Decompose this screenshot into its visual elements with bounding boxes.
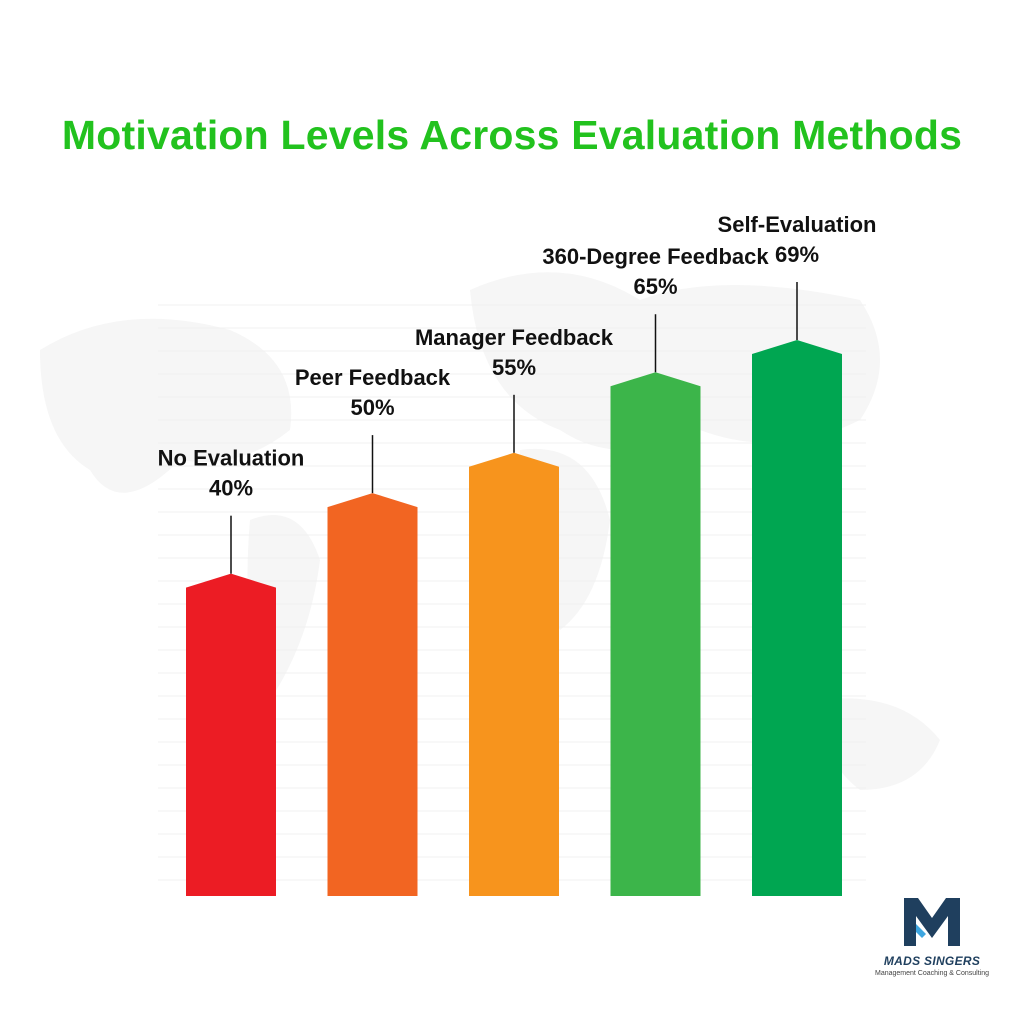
brand-tagline: Management Coaching & Consulting [874,970,989,977]
brand-name: MADS SINGERS [883,954,981,968]
category-label: No Evaluation [158,446,305,471]
bar-4 [610,372,701,896]
category-label: Peer Feedback [295,365,451,390]
bar-5 [752,340,842,896]
bars [186,340,842,896]
brand-logo: MADS SINGERS Management Coaching & Consu… [868,896,996,977]
value-label: 40% [209,476,253,501]
bar-1 [186,573,276,896]
world-map-backdrop [40,272,940,790]
bar-2 [327,493,418,896]
category-label: Manager Feedback [415,325,614,350]
value-label: 65% [633,274,677,299]
category-label: Self-Evaluation [718,212,877,237]
map-continent-4 [820,698,940,790]
value-label: 69% [775,242,819,267]
value-label: 55% [492,355,536,380]
m-monogram-logo-icon [904,898,960,946]
map-continent-0 [40,318,292,493]
data-labels: No Evaluation 40% Peer Feedback 50% Manager … [158,212,877,574]
bar-3 [469,452,559,896]
value-label: 50% [350,395,394,420]
chart-title: Motivation Levels Across Evaluation Meth… [61,112,963,158]
category-label: 360-Degree Feedback [542,244,769,269]
